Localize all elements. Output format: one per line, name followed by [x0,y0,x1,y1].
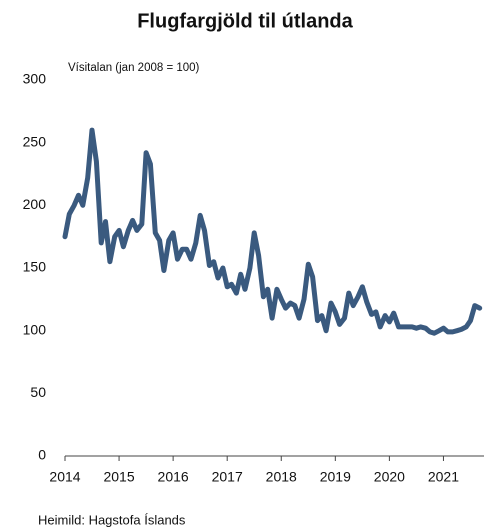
line [62,127,483,336]
x-tick-label: 2015 [103,469,134,485]
y-tick-label: 200 [23,196,47,212]
x-tick-label: 2018 [266,469,297,485]
x-tick-label: 2019 [320,469,351,485]
y-tick-label: 50 [30,384,46,400]
y-tick-label: 0 [38,447,46,463]
subtitle: Vísitalan (jan 2008 = 100) [68,62,200,74]
y-tick-label: 300 [23,71,47,87]
y-tick-label: 250 [23,133,47,149]
x-tick-label: 2016 [158,469,189,485]
y-tick-label: 150 [23,259,47,275]
x-tick-label: 2020 [374,469,405,485]
y-tick-label: 100 [23,321,47,337]
x-tick-label: 2021 [428,469,459,485]
source: Heimild: Hagstofa Íslands [38,512,186,527]
chart-title: Flugfargjöld til útlanda [137,10,353,32]
x-tick-label: 2014 [49,469,80,485]
x-tick-label: 2017 [212,469,243,485]
